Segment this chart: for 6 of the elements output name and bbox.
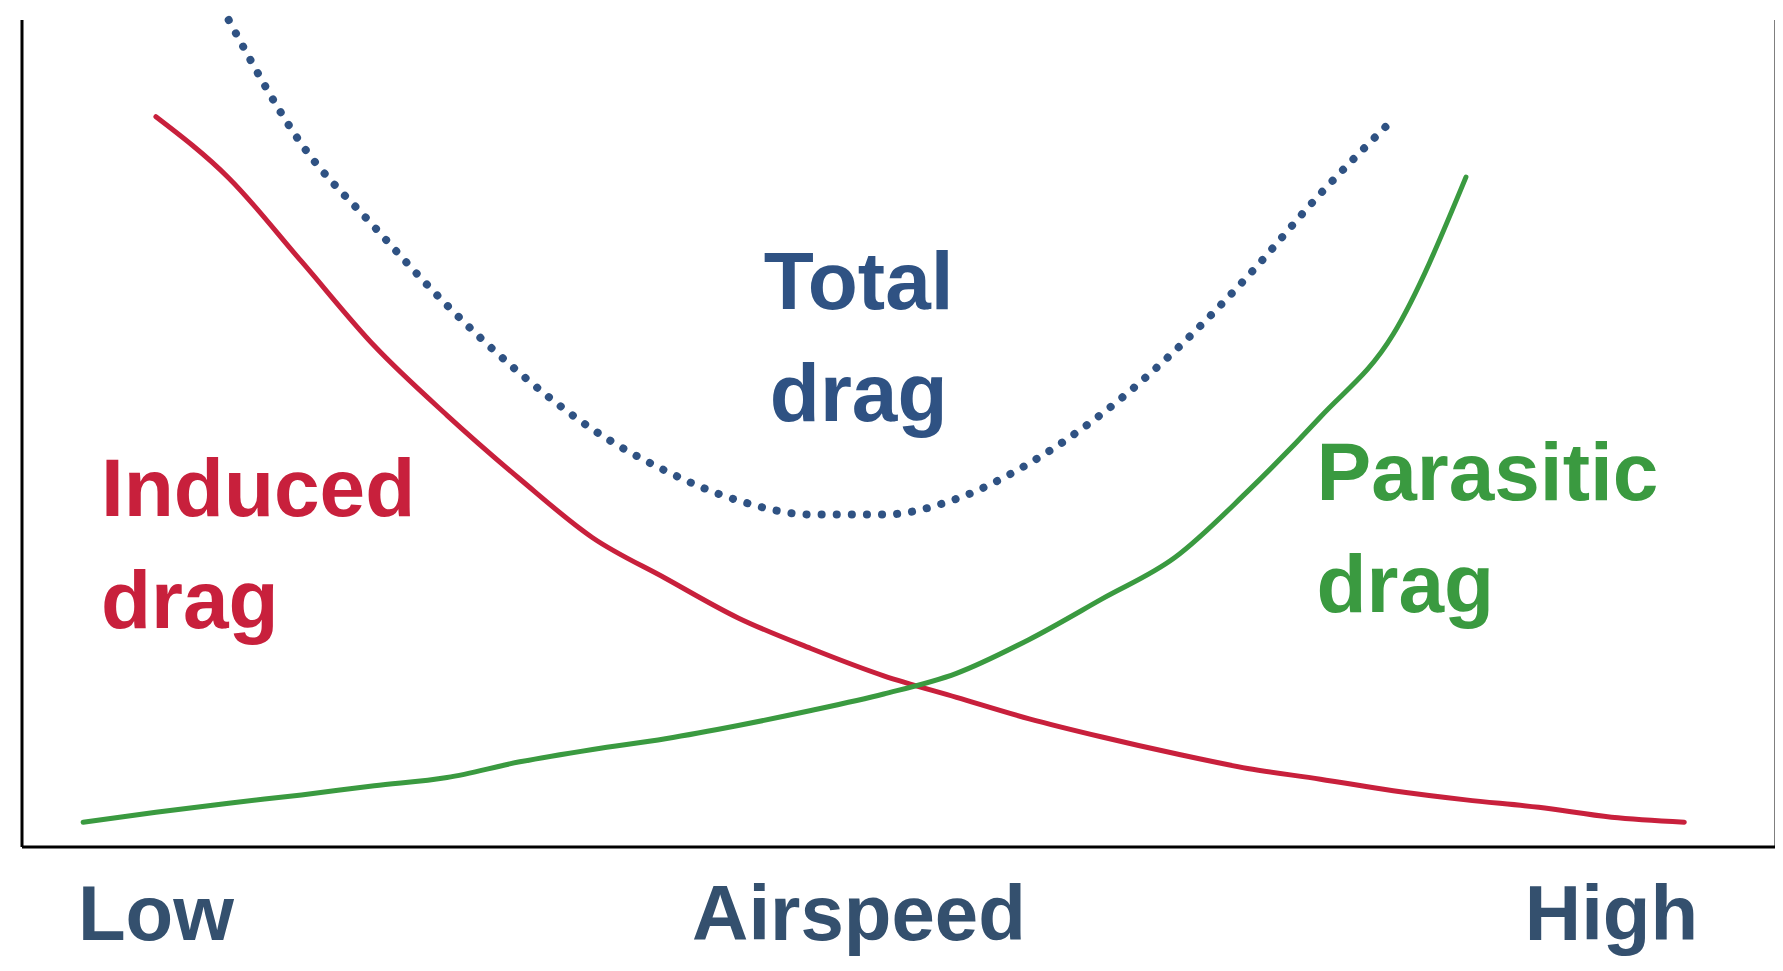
series-label: Total drag	[763, 235, 954, 439]
series-label: Induced drag	[100, 442, 416, 646]
x-axis-title: Airspeed	[692, 869, 1026, 957]
x-tick-label: Low	[77, 869, 235, 957]
series-label: Parasitic drag	[1316, 425, 1659, 629]
x-tick-label: High	[1524, 869, 1699, 957]
